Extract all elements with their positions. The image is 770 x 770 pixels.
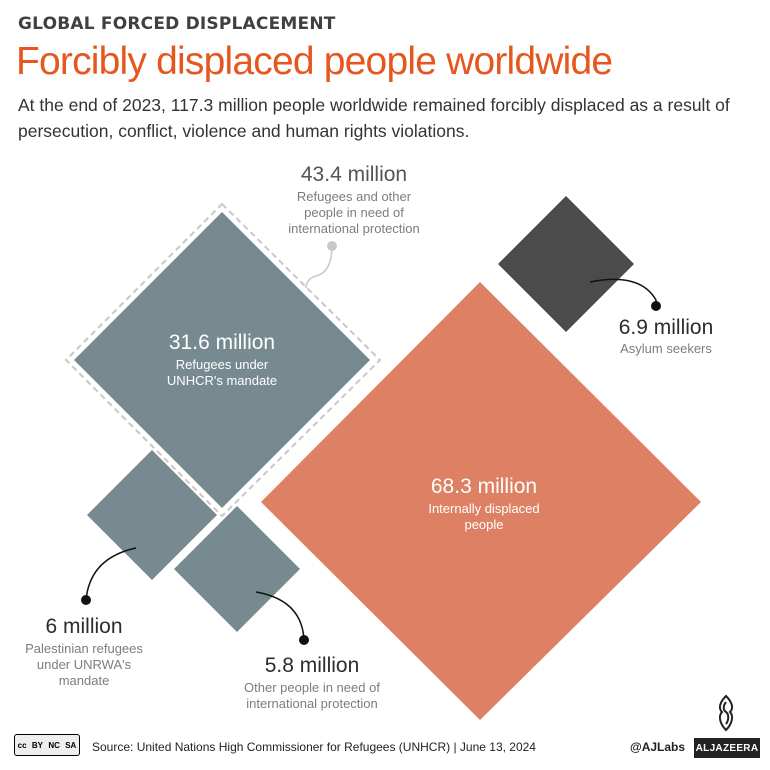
- value-refugees-unhcr: 31.6 million: [168, 331, 276, 354]
- diamond-palestinian: [87, 450, 217, 580]
- connector-palestinian-dot: [81, 595, 91, 605]
- connector-palestinian: [85, 547, 137, 601]
- diamond-asylum: [498, 196, 634, 332]
- desc-palestinian-1: Palestinian refugees: [25, 641, 143, 656]
- group-outline-refugees-total: [64, 202, 382, 518]
- label-refugees-unhcr: 31.6 million Refugees under UNHCR's mand…: [122, 331, 322, 389]
- page-subtitle: At the end of 2023, 117.3 million people…: [18, 95, 730, 141]
- desc-other-protection-2: international protection: [246, 696, 378, 711]
- connector-asylum: [589, 278, 657, 306]
- desc-refugees-unhcr-2: UNHCR's mandate: [166, 373, 278, 388]
- brand-wordmark: ALJAZEERA: [694, 738, 760, 758]
- desc-palestinian-3: mandate: [58, 673, 110, 688]
- desc-idp-2: people: [464, 517, 504, 532]
- ajlabs-handle: @AJLabs: [630, 740, 686, 754]
- label-other-protection: 5.8 million Other people in need of inte…: [212, 654, 412, 712]
- label-asylum: 6.9 million Asylum seekers: [586, 316, 746, 357]
- kicker-label: GLOBAL FORCED DISPLACEMENT: [18, 14, 336, 34]
- aljazeera-logo-icon: [718, 694, 734, 732]
- value-palestinian: 6 million: [45, 615, 123, 638]
- cc-license-cc: cc: [17, 740, 27, 750]
- connector-other-protection: [255, 591, 305, 641]
- label-idp: 68.3 million Internally displaced people: [384, 475, 584, 533]
- value-idp: 68.3 million: [430, 475, 538, 498]
- group-label-refugees-total: 43.4 million Refugees and other people i…: [254, 163, 454, 237]
- cc-license-badge: cc BY NC SA: [14, 734, 80, 756]
- desc-idp-1: Internally displaced: [428, 501, 540, 516]
- footer: cc BY NC SA Source: United Nations High …: [0, 732, 770, 762]
- diamond-other-protection: [174, 506, 300, 632]
- diamond-chart: [64, 196, 701, 720]
- value-asylum: 6.9 million: [618, 316, 714, 339]
- desc-refugees-unhcr-1: Refugees under: [175, 357, 269, 372]
- diamond-idp: [261, 282, 701, 720]
- group-value-label: 43.4 million: [300, 163, 408, 186]
- cc-license-nc: NC: [48, 740, 60, 750]
- desc-other-protection-1: Other people in need of: [244, 680, 380, 695]
- connector-other-protection-dot: [299, 635, 309, 645]
- group-connector: [305, 245, 333, 289]
- group-connector-dot: [327, 241, 337, 251]
- label-palestinian: 6 million Palestinian refugees under UNR…: [4, 615, 164, 689]
- desc-palestinian-2: under UNRWA's: [36, 657, 132, 672]
- value-other-protection: 5.8 million: [264, 654, 360, 677]
- source-text: Source: United Nations High Commissioner…: [92, 740, 536, 754]
- group-label-line-1: Refugees and other: [296, 189, 412, 204]
- page-title: Forcibly displaced people worldwide: [16, 40, 613, 83]
- cc-license-by: BY: [31, 740, 43, 750]
- cc-license-sa: SA: [65, 740, 77, 750]
- diamond-refugees-unhcr: [74, 212, 370, 508]
- group-label-line-3: international protection: [288, 221, 420, 236]
- connector-asylum-dot: [651, 301, 661, 311]
- desc-asylum-1: Asylum seekers: [620, 341, 712, 356]
- group-label-line-2: people in need of: [304, 205, 404, 220]
